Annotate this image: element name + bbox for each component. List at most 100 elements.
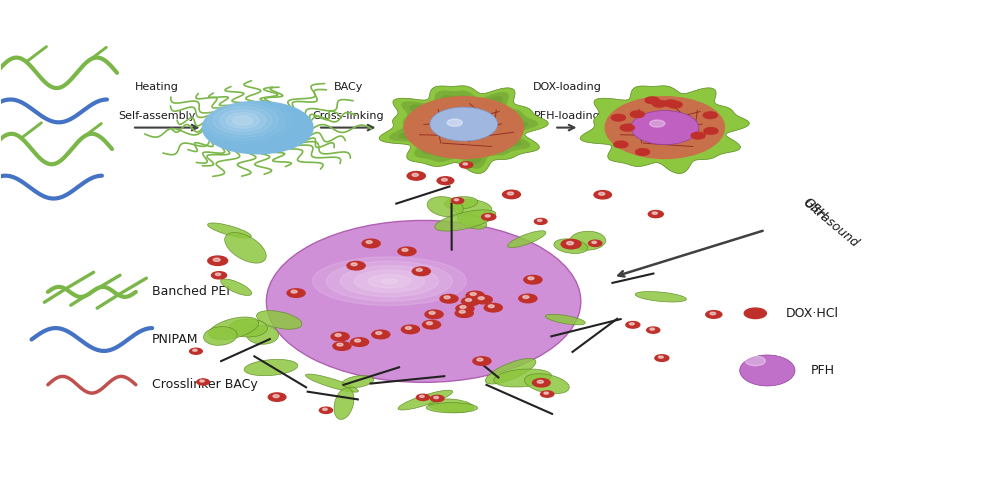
Circle shape <box>663 100 677 107</box>
Circle shape <box>335 334 341 337</box>
Circle shape <box>376 331 382 334</box>
Circle shape <box>652 101 666 107</box>
Circle shape <box>323 408 328 411</box>
Circle shape <box>320 407 333 413</box>
Circle shape <box>430 395 444 401</box>
Circle shape <box>503 190 520 199</box>
Ellipse shape <box>427 197 464 217</box>
Ellipse shape <box>426 403 478 413</box>
Ellipse shape <box>452 200 492 217</box>
Circle shape <box>488 305 494 308</box>
Circle shape <box>532 378 550 387</box>
Circle shape <box>691 132 706 139</box>
Ellipse shape <box>382 279 397 284</box>
Circle shape <box>744 308 766 319</box>
Circle shape <box>629 323 634 325</box>
Circle shape <box>485 215 490 217</box>
Circle shape <box>200 380 205 382</box>
Ellipse shape <box>229 319 267 337</box>
Circle shape <box>645 97 659 103</box>
Circle shape <box>652 212 657 215</box>
Ellipse shape <box>341 266 438 297</box>
Circle shape <box>484 303 502 312</box>
Circle shape <box>216 273 221 275</box>
Ellipse shape <box>398 390 453 410</box>
Ellipse shape <box>209 317 259 340</box>
Circle shape <box>426 322 432 325</box>
Circle shape <box>425 310 444 319</box>
Text: PFH: PFH <box>810 364 835 377</box>
Circle shape <box>429 311 435 314</box>
Circle shape <box>456 304 474 313</box>
Circle shape <box>416 394 429 400</box>
Ellipse shape <box>570 231 606 250</box>
Ellipse shape <box>208 223 251 238</box>
Circle shape <box>347 262 365 270</box>
Polygon shape <box>379 86 548 173</box>
Circle shape <box>362 239 380 248</box>
Circle shape <box>398 247 416 256</box>
Circle shape <box>214 258 220 262</box>
Ellipse shape <box>257 310 302 329</box>
Circle shape <box>474 296 492 304</box>
Circle shape <box>433 397 438 399</box>
Circle shape <box>440 295 458 303</box>
Circle shape <box>620 125 634 131</box>
Circle shape <box>226 113 259 128</box>
Circle shape <box>452 198 464 204</box>
Ellipse shape <box>740 355 795 386</box>
Ellipse shape <box>368 274 411 288</box>
Ellipse shape <box>553 239 588 253</box>
Text: PFH-loading: PFH-loading <box>534 111 601 121</box>
Circle shape <box>405 327 411 330</box>
Circle shape <box>589 240 602 247</box>
Text: GSH: GSH <box>800 195 830 222</box>
Circle shape <box>190 348 203 354</box>
Circle shape <box>437 177 454 184</box>
Circle shape <box>220 110 266 131</box>
Circle shape <box>351 263 357 266</box>
Ellipse shape <box>244 359 297 376</box>
Ellipse shape <box>445 197 478 209</box>
Ellipse shape <box>458 214 487 229</box>
Circle shape <box>507 192 514 195</box>
Circle shape <box>668 102 682 108</box>
Circle shape <box>612 114 625 121</box>
Circle shape <box>203 102 313 154</box>
Polygon shape <box>581 86 749 173</box>
Circle shape <box>460 310 466 313</box>
Polygon shape <box>389 91 538 169</box>
Circle shape <box>745 356 765 365</box>
Circle shape <box>537 380 543 383</box>
Circle shape <box>212 272 227 279</box>
Circle shape <box>482 214 496 220</box>
Circle shape <box>647 327 660 333</box>
Text: PNIPAM: PNIPAM <box>152 333 199 346</box>
Circle shape <box>462 297 480 306</box>
Text: Heating: Heating <box>135 82 179 92</box>
Circle shape <box>208 256 228 265</box>
Ellipse shape <box>334 388 354 420</box>
Circle shape <box>566 241 574 245</box>
Text: Ultrasound: Ultrasound <box>800 196 861 250</box>
Circle shape <box>650 120 665 127</box>
Circle shape <box>466 298 472 301</box>
Circle shape <box>592 241 597 243</box>
Ellipse shape <box>221 279 252 296</box>
Circle shape <box>626 321 640 328</box>
Text: Self-assembly: Self-assembly <box>119 111 196 121</box>
Circle shape <box>416 268 422 271</box>
Circle shape <box>448 119 463 126</box>
Circle shape <box>268 393 286 401</box>
Circle shape <box>636 148 649 155</box>
Circle shape <box>351 338 369 346</box>
Circle shape <box>401 325 419 334</box>
Circle shape <box>419 395 424 398</box>
Ellipse shape <box>545 314 586 325</box>
Circle shape <box>704 127 718 134</box>
Circle shape <box>650 328 654 330</box>
Circle shape <box>477 358 483 361</box>
Circle shape <box>445 296 450 299</box>
Circle shape <box>287 289 305 297</box>
Ellipse shape <box>204 327 237 345</box>
